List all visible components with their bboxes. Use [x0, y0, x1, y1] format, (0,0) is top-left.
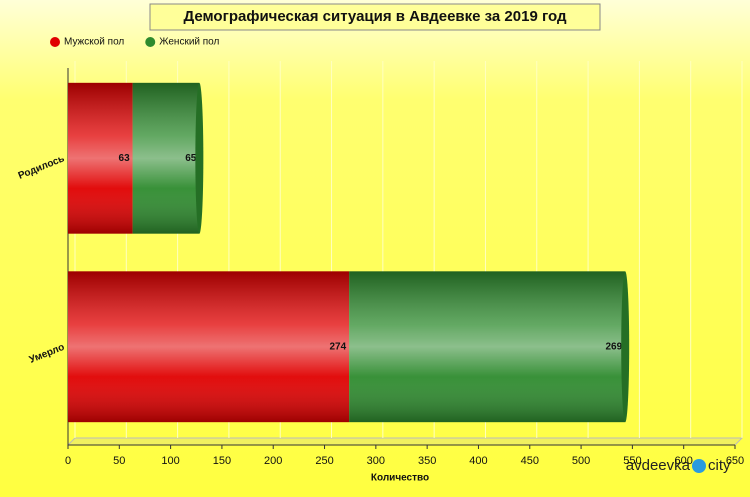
x-tick-label: 500	[572, 455, 590, 467]
title-box	[149, 3, 601, 31]
value-label: 269	[606, 341, 623, 352]
x-tick-label: 350	[418, 455, 436, 467]
floor	[66, 437, 744, 446]
x-axis-label: Количество	[371, 473, 429, 484]
bar-cap	[195, 82, 204, 234]
x-tick-label: 150	[213, 455, 231, 467]
x-tick-label: 650	[726, 455, 744, 467]
bar-shine	[68, 271, 350, 423]
x-tick-label: 250	[315, 455, 333, 467]
value-label: 65	[185, 153, 197, 164]
bar-shine	[132, 82, 200, 234]
value-label: 63	[119, 153, 131, 164]
value-label: 274	[329, 341, 346, 352]
x-tick-label: 200	[264, 455, 282, 467]
legend-label: Мужской пол	[64, 37, 124, 48]
bar-shine	[349, 271, 626, 423]
watermark: city	[708, 457, 731, 474]
x-tick-label: 450	[521, 455, 539, 467]
x-tick-label: 400	[469, 455, 487, 467]
watermark-icon	[692, 459, 706, 473]
legend-marker	[50, 37, 60, 47]
chart-title: Демографическая ситуация в Авдеевке за 2…	[184, 8, 567, 25]
x-tick-label: 550	[623, 455, 641, 467]
x-tick-label: 600	[675, 455, 693, 467]
legend-marker	[145, 37, 156, 47]
x-tick-label: 300	[367, 455, 385, 467]
bar-cap	[621, 271, 630, 423]
bar-shine	[68, 82, 133, 234]
watermark: avdeevka	[626, 457, 691, 474]
x-tick-label: 50	[113, 455, 125, 467]
x-tick-label: 100	[161, 455, 179, 467]
legend-label: Женский пол	[159, 37, 219, 48]
x-tick-label: 0	[65, 455, 71, 467]
